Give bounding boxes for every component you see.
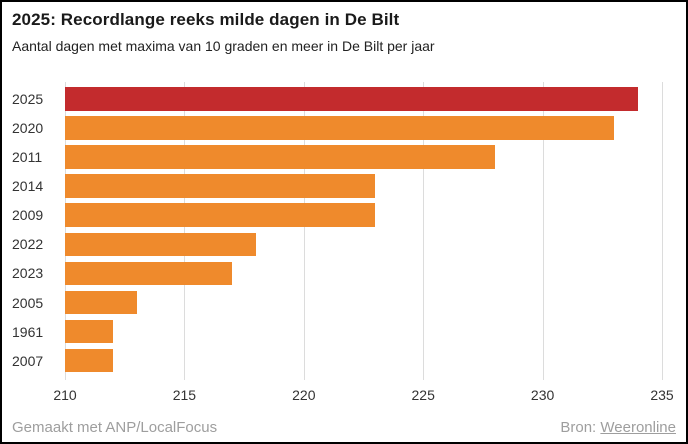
bar-2025 (65, 87, 639, 111)
bar-2023 (65, 261, 233, 286)
x-tick-label-215: 215 (172, 387, 197, 403)
source-label: Bron: (560, 418, 601, 436)
gridlines (65, 82, 663, 380)
chart-subtitle: Aantal dagen met maxima van 10 graden en… (12, 38, 435, 54)
gridline-230 (542, 82, 544, 380)
x-tick-label-220: 220 (292, 387, 316, 403)
x-tick-label-235: 235 (650, 387, 674, 403)
y-axis-label-2020: 2020 (12, 119, 44, 136)
bar-2005 (65, 290, 137, 315)
y-axis-label-2022: 2022 (12, 236, 44, 253)
y-axis-label-2023: 2023 (12, 265, 44, 282)
bar-2014 (65, 174, 376, 198)
gridline-220 (303, 82, 305, 380)
source-link[interactable]: Weeronline (600, 418, 676, 436)
credit-text: Gemaakt met ANP/LocalFocus (12, 418, 218, 436)
bar-2007 (65, 348, 113, 373)
y-axis-label-2005: 2005 (12, 294, 44, 311)
x-tick-label-230: 230 (530, 387, 555, 403)
gridline-235 (662, 82, 663, 380)
bar-2020 (65, 116, 615, 140)
bars (65, 82, 662, 380)
gridline-225 (423, 82, 425, 380)
gridline-210 (65, 82, 66, 380)
gridline-215 (184, 82, 186, 380)
footer: Gemaakt met ANP/LocalFocus Bron: Weeronl… (12, 418, 676, 436)
y-axis-label-2011: 2011 (12, 148, 43, 165)
y-axis-label-2009: 2009 (12, 207, 44, 224)
x-tick-label-210: 210 (53, 387, 77, 403)
bar-2011 (65, 145, 495, 169)
source-text: Bron: Weeronline (560, 419, 676, 436)
y-axis-label-2014: 2014 (12, 178, 44, 195)
bar-1961 (65, 319, 113, 344)
x-tick-label-225: 225 (411, 387, 435, 403)
page-title: 2025: Recordlange reeks milde dagen in D… (12, 10, 400, 29)
y-axis-label-1961: 1961 (12, 323, 44, 340)
plot-area (65, 82, 663, 380)
y-axis-label-2025: 2025 (12, 90, 44, 107)
bar-2009 (65, 203, 376, 227)
bar-2022 (65, 232, 256, 256)
y-axis-label-2007: 2007 (12, 352, 44, 369)
